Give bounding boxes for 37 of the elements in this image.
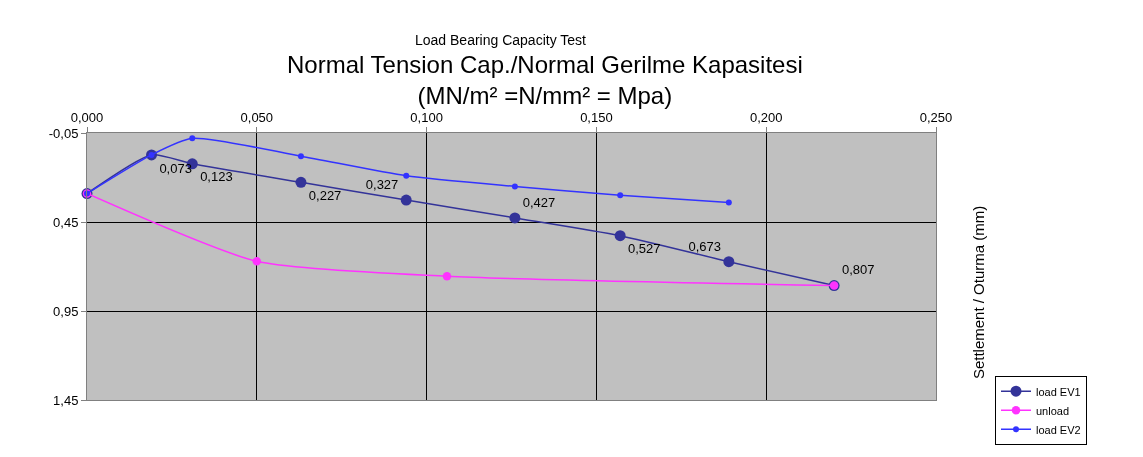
point xyxy=(509,212,521,224)
point xyxy=(511,183,518,190)
point xyxy=(617,192,624,199)
data-label: 0,123 xyxy=(200,169,233,185)
data-label: 0,427 xyxy=(522,194,556,210)
data-label: 0,673 xyxy=(688,238,721,254)
x-tick-label: 0,100 xyxy=(410,109,443,125)
x-tick-label: 0,000 xyxy=(70,109,104,125)
point xyxy=(297,153,304,160)
x-tick-label: 0,250 xyxy=(919,109,953,125)
y-tick-label: -0,05 xyxy=(48,125,79,141)
point xyxy=(295,176,307,188)
x-tick-label: 0,200 xyxy=(749,109,783,125)
point xyxy=(400,194,412,206)
point xyxy=(403,172,410,179)
data-label: 0,073 xyxy=(159,160,192,176)
data-label: 0,327 xyxy=(365,176,399,192)
point xyxy=(614,230,626,242)
data-label: 0,807 xyxy=(841,262,875,278)
point xyxy=(189,135,196,142)
y-axis-title: Settlement / Oturma (mm) xyxy=(969,205,987,380)
legend-label: load EV1 xyxy=(1036,385,1081,398)
point xyxy=(252,257,262,266)
chart-subtitle: Normal Tension Cap./Normal Gerilme Kapasitesi (MN/m² =N/mm² = Mpa) xyxy=(287,51,803,110)
y-tick-label: 1,45 xyxy=(53,392,79,408)
x-tick-label: 0,150 xyxy=(580,109,613,125)
y-tick-label: 0,95 xyxy=(53,303,79,319)
legend-label: load EV2 xyxy=(1036,423,1081,436)
x-tick-label: 0,050 xyxy=(240,109,274,125)
point xyxy=(725,199,732,206)
data-label: 0,227 xyxy=(308,187,342,203)
point xyxy=(442,272,452,281)
legend-label: unload xyxy=(1036,404,1070,417)
data-label: 0,527 xyxy=(628,241,661,257)
chart-title: Load Bearing Capacity Test xyxy=(415,32,587,48)
y-tick-label: 0,45 xyxy=(53,214,79,230)
point xyxy=(723,256,735,268)
